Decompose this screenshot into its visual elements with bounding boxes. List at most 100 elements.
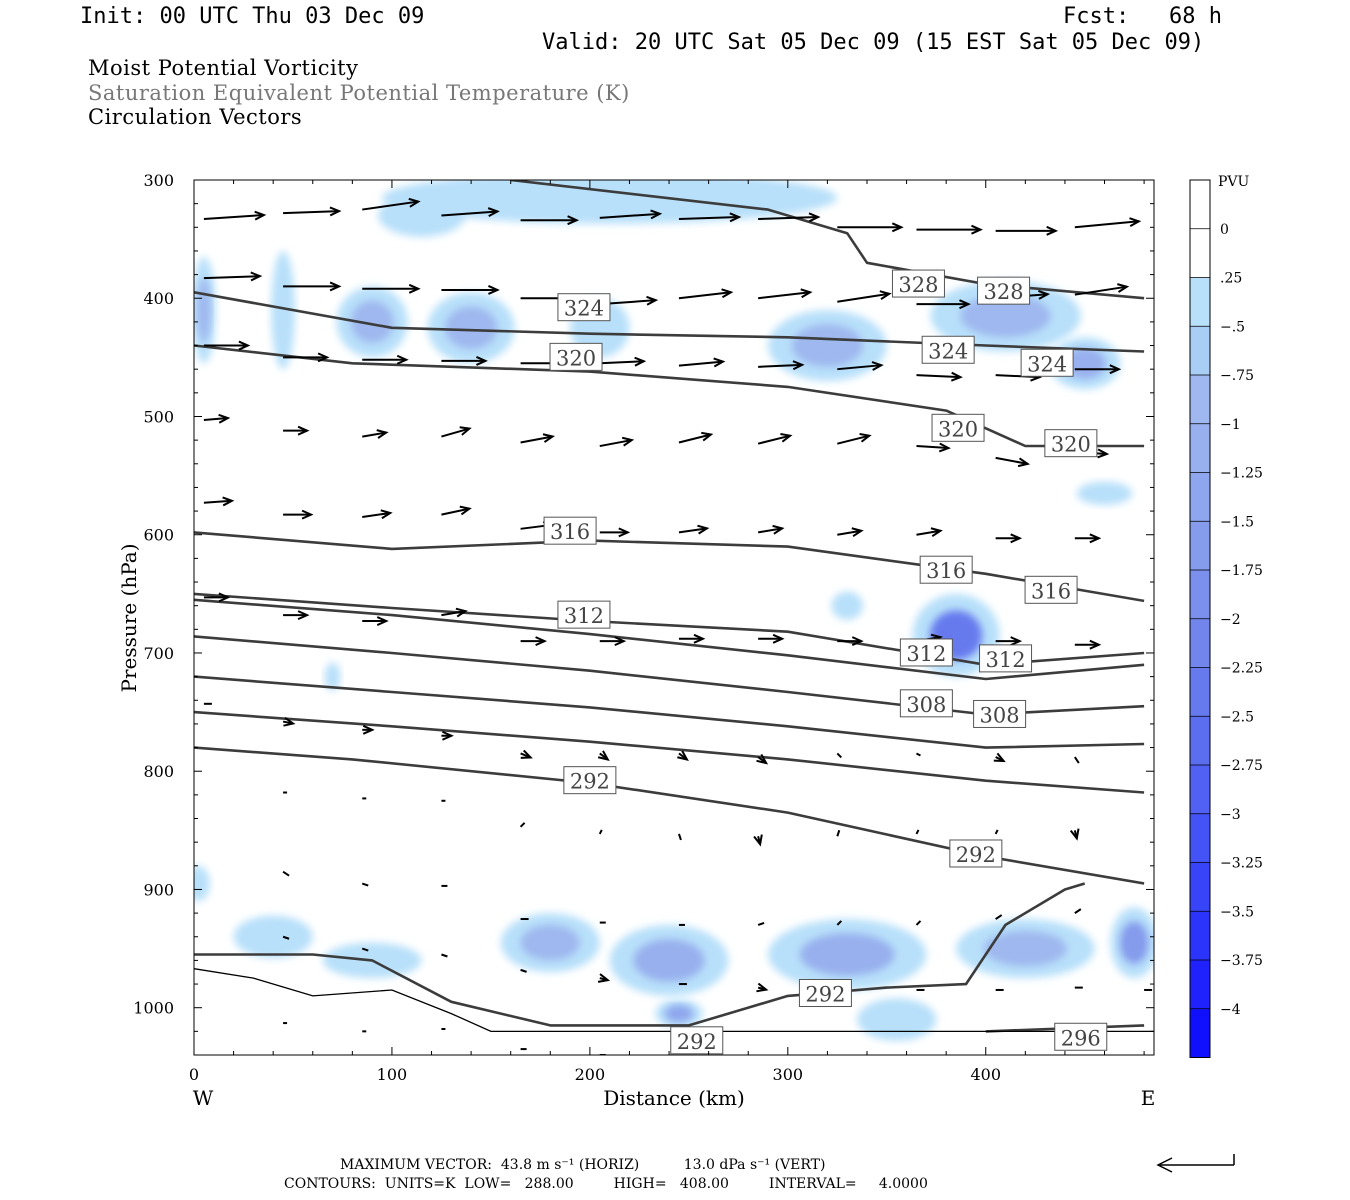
- colorbar-swatch: [1190, 911, 1210, 961]
- contour-label-box: [919, 555, 973, 584]
- pv-blob-core: [664, 1005, 694, 1023]
- wind-vector-head: [1017, 457, 1031, 468]
- contour-label-box: [1054, 1022, 1108, 1051]
- wind-vector: [1073, 756, 1080, 764]
- wind-vector-head: [376, 616, 389, 626]
- y-tick-label: 1000: [133, 999, 174, 1018]
- wind-vector: [678, 433, 712, 444]
- colorbar-swatch: [1190, 667, 1210, 717]
- colorbar-label: −2.25: [1220, 661, 1263, 677]
- wind-vector: [441, 953, 448, 958]
- title-vectors: Circulation Vectors: [88, 105, 303, 129]
- colorbar-label: −2.75: [1220, 758, 1263, 774]
- x-axis-label: Distance (km): [603, 1086, 745, 1110]
- wind-vector-head: [871, 361, 884, 371]
- max-vector-text: MAXIMUM VECTOR: 43.8 m s⁻¹ (HORIZ) 13.0 …: [340, 1157, 826, 1173]
- contour-label-box: [557, 600, 611, 629]
- contour-labels: 292 292 308 308 312 312 312 316 316 316 320 320 320 3…: [543, 269, 1108, 1055]
- contour-line-292: [194, 746, 1145, 885]
- wind-vector-head: [459, 426, 472, 436]
- wind-vector: [837, 529, 862, 536]
- contour-label: 316: [926, 559, 966, 583]
- wind-vector: [994, 829, 999, 835]
- contour-label-box: [921, 335, 975, 364]
- colorbar-label: −.5: [1220, 319, 1245, 335]
- contour-line-316: [194, 531, 1145, 603]
- x-tick-label: 200: [575, 1065, 606, 1084]
- colorbar-label: −4: [1220, 1002, 1241, 1018]
- pv-blob-core: [799, 933, 895, 976]
- y-tick-label: 300: [143, 171, 174, 190]
- x-tick-label: 300: [773, 1065, 804, 1084]
- x-tick-label: 400: [970, 1065, 1001, 1084]
- colorbar-label: −1: [1220, 417, 1241, 433]
- wind-vector-head: [1089, 639, 1102, 650]
- contour-line-324: [194, 291, 1145, 353]
- wind-vector-head: [380, 509, 393, 520]
- colorbar-label: −2: [1220, 612, 1241, 628]
- wind-vector-head: [772, 524, 785, 535]
- wind-vector-head: [408, 283, 421, 294]
- wind-vector: [916, 374, 961, 379]
- wind-vector-head: [396, 354, 409, 365]
- wind-vector: [282, 935, 290, 940]
- wind-vector: [836, 920, 843, 926]
- wind-vector-head: [800, 288, 813, 299]
- colorbar-label: −1.5: [1220, 514, 1254, 530]
- y-tick-label: 700: [143, 644, 174, 663]
- title-mpv: Moist Potential Vorticity: [88, 56, 359, 80]
- wind-vector: [203, 275, 260, 280]
- y-axis-label: Pressure (hPa): [117, 544, 141, 693]
- wind-vector: [362, 431, 387, 438]
- wind-vector-head: [808, 212, 821, 223]
- x-tick-label: 0: [189, 1065, 199, 1084]
- pv-blob: [1076, 481, 1133, 506]
- wind-vector: [677, 833, 682, 841]
- contour-label-box: [670, 1026, 724, 1055]
- wind-vector-head: [297, 425, 310, 436]
- wind-vector-head: [317, 352, 330, 363]
- x-right-label: E: [1141, 1086, 1156, 1110]
- wind-vector-head: [879, 290, 892, 300]
- pv-blob: [831, 591, 864, 620]
- wind-vector: [758, 291, 811, 300]
- contour-line-320: [194, 344, 1145, 448]
- pv-blob-peak: [1127, 932, 1142, 954]
- wind-vector-head: [756, 982, 769, 993]
- wind-vector: [915, 829, 920, 835]
- wind-vector-head: [329, 206, 342, 217]
- wind-vector-head: [301, 509, 314, 520]
- wind-vector-head: [250, 271, 263, 282]
- wind-vector-head: [697, 524, 710, 535]
- wind-vector-head: [218, 592, 231, 603]
- contour-line-308: [194, 598, 1145, 681]
- contour-label: 292: [805, 983, 845, 1007]
- contour-label: 320: [938, 417, 978, 441]
- wind-vector-head: [693, 633, 706, 644]
- wind-vector-head: [729, 212, 742, 223]
- wind-vector: [837, 434, 870, 445]
- wind-vector: [203, 417, 228, 422]
- wind-vector-head: [1046, 225, 1059, 236]
- contour-label: 292: [570, 770, 610, 794]
- contour-line-300: [194, 675, 1145, 749]
- contour-line-292: [194, 882, 1086, 1027]
- contour-label-box: [977, 276, 1031, 305]
- wind-vector-head: [1010, 533, 1023, 544]
- wind-vector: [915, 920, 922, 926]
- wind-vector-head: [1129, 217, 1142, 227]
- wind-vector-head: [487, 207, 500, 217]
- contour-label: 312: [985, 648, 1025, 672]
- terrain-boundary: [194, 968, 1154, 1033]
- wind-vector-head: [238, 340, 251, 351]
- contour-label: 320: [1051, 433, 1091, 457]
- colorbar-swatch: [1190, 765, 1210, 815]
- contour-label: 308: [906, 693, 946, 717]
- pv-blob: [271, 250, 295, 370]
- wind-vector-head: [376, 429, 389, 439]
- colorbar-label: −3.75: [1220, 953, 1263, 969]
- wind-vector-head: [756, 753, 769, 765]
- wind-vector-head: [329, 281, 342, 292]
- x-left-label: W: [193, 1086, 214, 1110]
- wind-vector: [995, 914, 1003, 920]
